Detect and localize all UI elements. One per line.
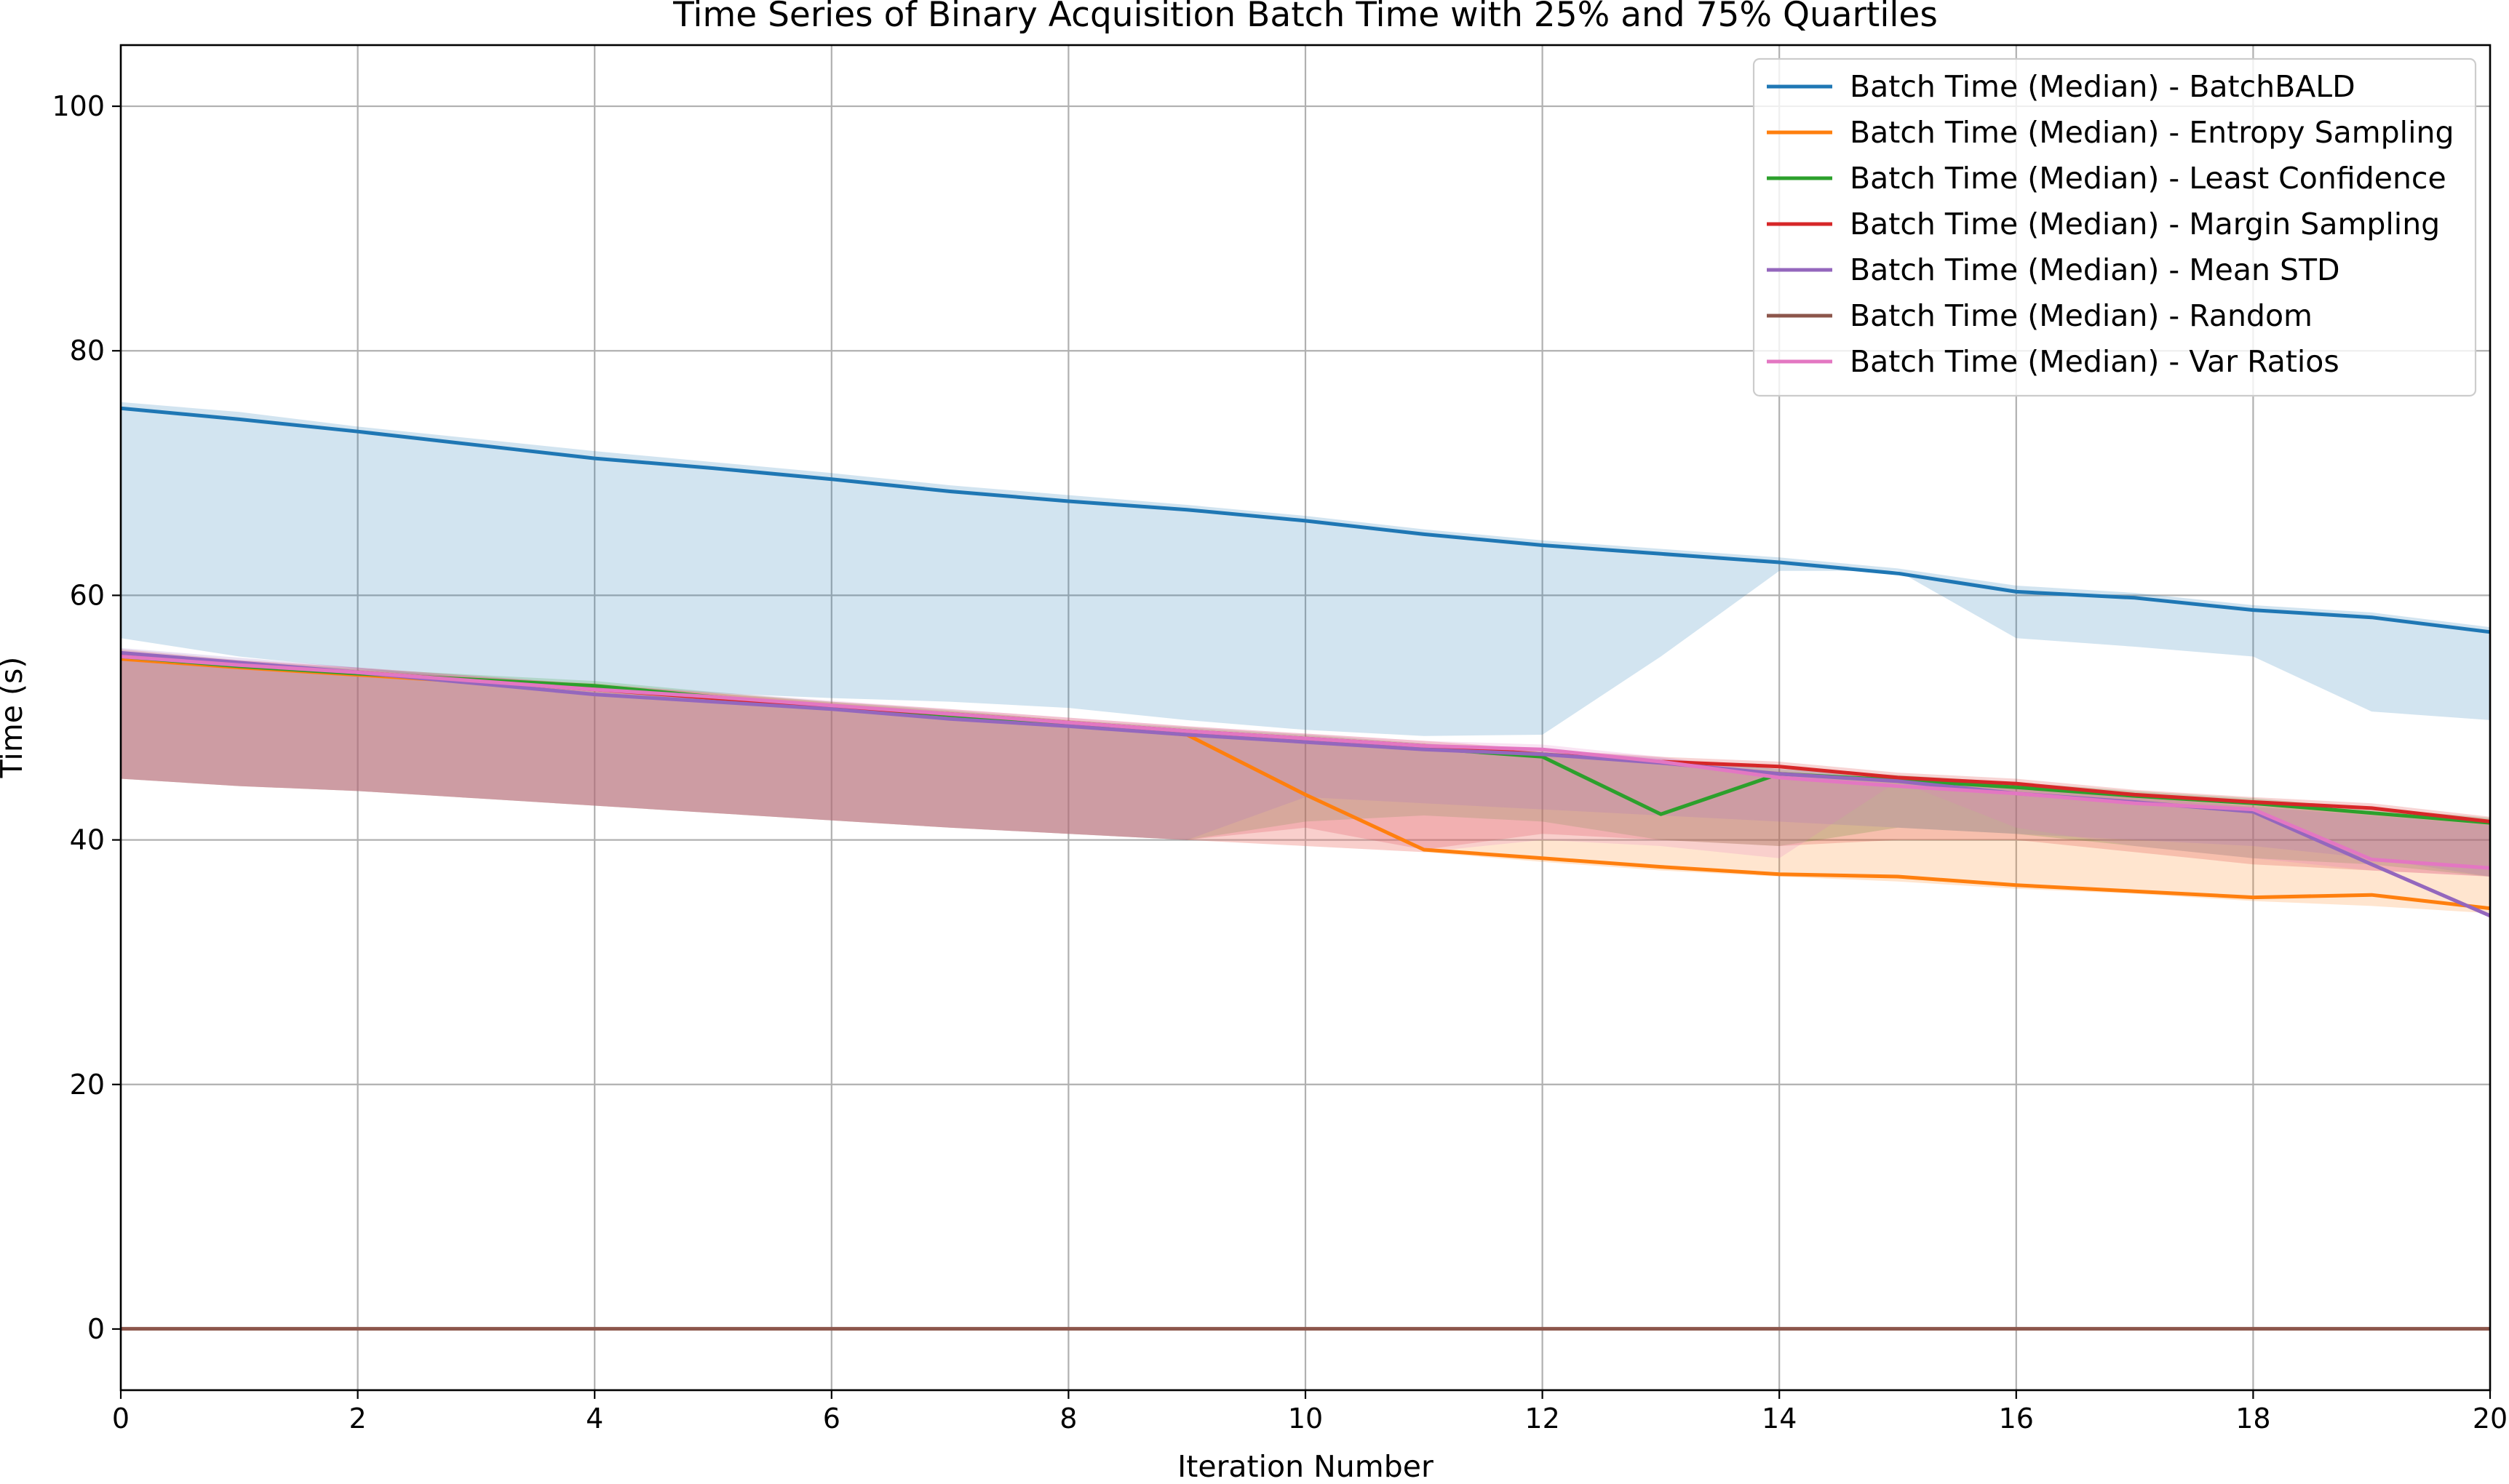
legend-box [1752,57,2477,397]
x-tick-label: 18 [2235,1403,2270,1435]
legend-label-7: Batch Time (Median) - Var Ratios [1850,344,2339,379]
median-line-7 [120,655,2491,870]
legend-label-5: Batch Time (Median) - Mean STD [1850,252,2340,287]
legend-label-1: Batch Time (Median) - BatchBALD [1850,69,2355,104]
legend-label-2: Batch Time (Median) - Entropy Sampling [1850,115,2454,150]
quartile-bands [121,402,2490,1329]
x-tick-label: 0 [112,1403,130,1435]
x-tick-label: 16 [1999,1403,2034,1435]
legend-label-3: Batch Time (Median) - Least Confidence [1850,161,2446,196]
quartile-band-2 [121,654,2490,914]
median-lines [120,406,2491,1331]
x-axis-label: Iteration Number [1177,1449,1434,1484]
y-tick-label: 100 [52,90,105,122]
x-tick-label: 12 [1524,1403,1559,1435]
quartile-band-4 [121,649,2490,877]
chart-title: Time Series of Binary Acquisition Batch … [672,0,1938,35]
x-tick-label: 8 [1059,1403,1077,1435]
y-tick-label: 80 [70,335,105,367]
y-tick-label: 0 [87,1313,105,1345]
x-tick-label: 2 [349,1403,367,1435]
x-axis-ticks: 0 2 4 6 8 10 12 14 16 18 20 [112,1390,2508,1435]
quartile-band-5 [121,647,2490,877]
x-tick-label: 10 [1288,1403,1323,1435]
quartile-band-1 [121,402,2490,736]
legend-label-6: Batch Time (Median) - Random [1850,298,2313,333]
y-tick-label: 40 [70,824,105,856]
y-axis-ticks: 0 20 40 60 80 100 [52,90,121,1345]
y-axis-label: Time (s) [0,657,29,779]
x-tick-label: 4 [586,1403,603,1435]
x-tick-label: 6 [823,1403,840,1435]
quartile-band-3 [121,651,2490,877]
y-tick-label: 60 [70,579,105,611]
quartile-band-7 [121,651,2490,877]
x-tick-label: 20 [2473,1403,2508,1435]
legend: Batch Time (Median) - BatchBALD Batch Tim… [1752,57,2477,397]
median-line-1 [120,406,2491,634]
y-tick-label: 20 [70,1069,105,1101]
legend-label-4: Batch Time (Median) - Margin Sampling [1850,207,2440,242]
x-tick-label: 14 [1762,1403,1797,1435]
